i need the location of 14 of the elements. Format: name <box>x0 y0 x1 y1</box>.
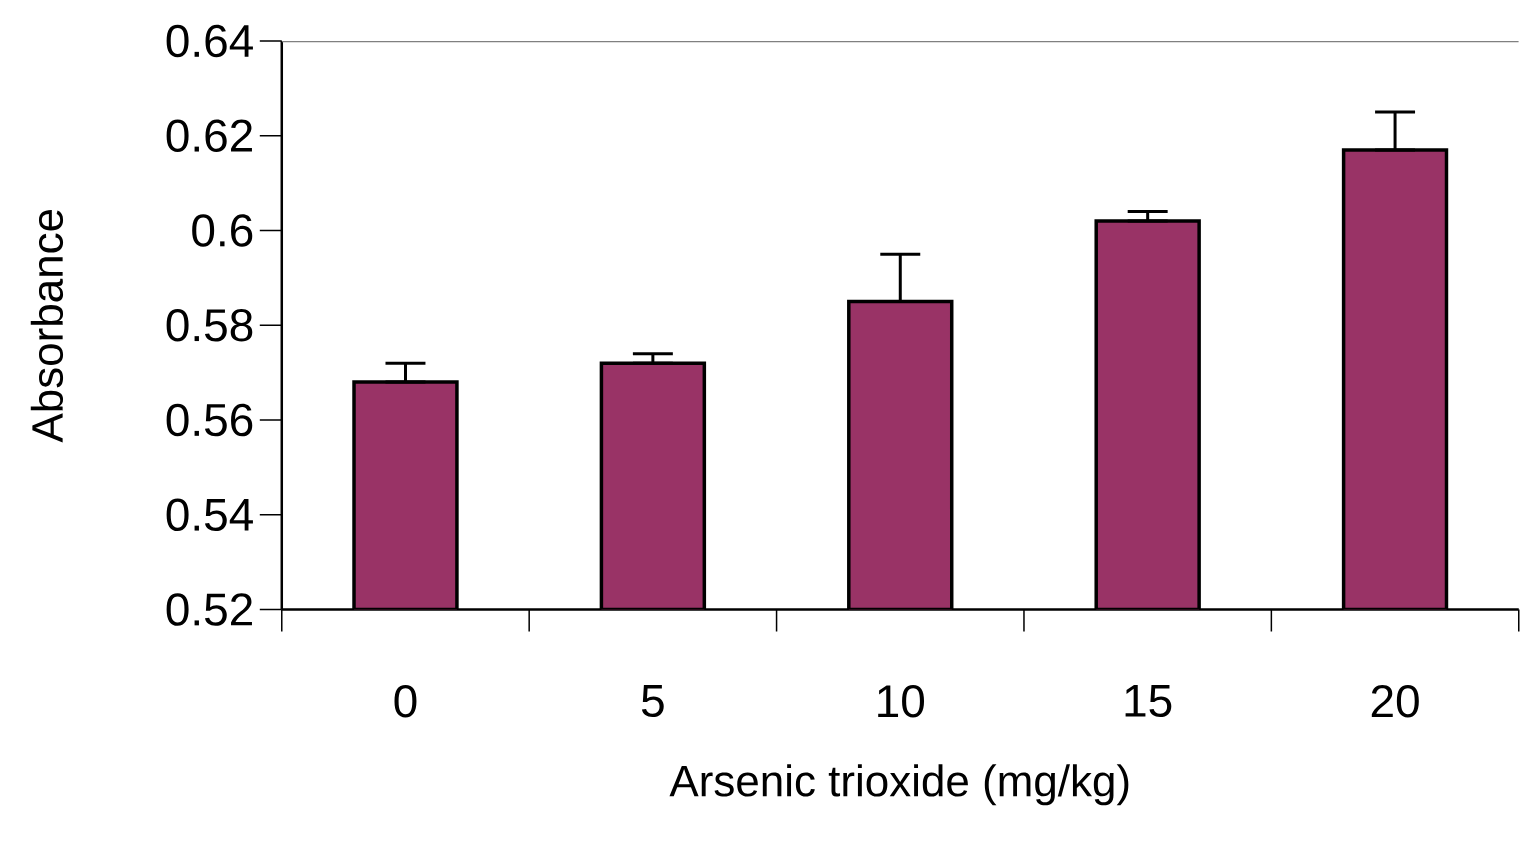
y-tick-label: 0.58 <box>166 308 253 342</box>
x-tick-label: 15 <box>1125 684 1172 717</box>
y-tick-label: 0.56 <box>166 403 253 437</box>
y-tick-label: 0.52 <box>166 593 252 626</box>
x-tick-label: 20 <box>1371 684 1419 718</box>
x-tick-label: 0 <box>394 684 417 718</box>
x-tick-label: 5 <box>641 684 664 717</box>
y-axis-title: Absorbance <box>30 209 64 443</box>
y-tick-label: 0.64 <box>166 24 253 58</box>
y-tick-label: 0.62 <box>166 119 252 152</box>
x-axis-title: Arsenic trioxide (mg/kg) <box>669 764 1129 806</box>
y-tick-label: 0.6 <box>192 214 253 247</box>
x-tick-label: 10 <box>878 684 925 718</box>
y-tick-label: 0.54 <box>166 498 253 531</box>
